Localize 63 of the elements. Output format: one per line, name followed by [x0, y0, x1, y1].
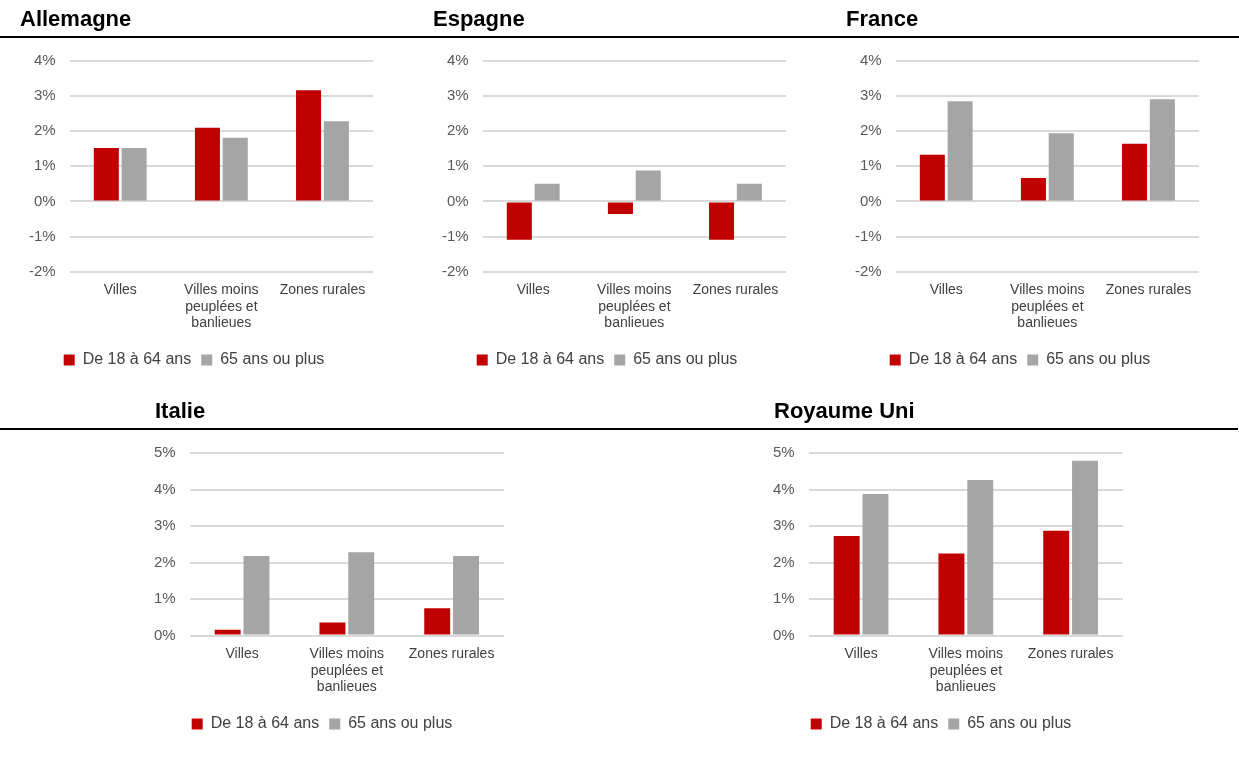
- y-tick-label: 3%: [446, 86, 469, 104]
- x-tick-label: Zones rurales: [408, 644, 495, 661]
- x-tick-label: Zones rurales: [692, 280, 779, 297]
- x-tick-label: Villes moins peuplées et banlieues: [184, 280, 259, 331]
- y-tick-label: 1%: [772, 589, 795, 607]
- y-tick-label: 1%: [153, 589, 176, 607]
- chart-title: Allemagne: [0, 0, 413, 38]
- y-tick-label: 1%: [446, 156, 469, 174]
- y-tick-label: 5%: [772, 443, 795, 461]
- y-tick-label: -1%: [441, 226, 469, 244]
- x-tick-label: Villes: [844, 644, 878, 661]
- y-tick-label: 2%: [33, 121, 56, 139]
- y-tick-label: -2%: [441, 261, 469, 279]
- y-tick-label: 3%: [33, 86, 56, 104]
- y-tick-label: 4%: [859, 51, 882, 69]
- chart-title: France: [826, 0, 1239, 38]
- x-tick-label: Villes: [929, 280, 963, 297]
- y-tick-label: 0%: [772, 625, 795, 643]
- legend-label: 65 ans ou plus: [220, 350, 325, 368]
- y-tick-label: 0%: [446, 191, 469, 209]
- x-tick-label: Zones rurales: [1105, 280, 1192, 297]
- y-tick-label: -2%: [854, 261, 882, 279]
- x-tick-label: Zones rurales: [1027, 644, 1114, 661]
- y-tick-label: -1%: [28, 226, 56, 244]
- x-tick-label: Villes: [516, 280, 550, 297]
- x-tick-label: Zones rurales: [279, 280, 366, 297]
- y-tick-label: 2%: [859, 121, 882, 139]
- x-tick-label: Villes: [103, 280, 137, 297]
- y-tick-label: 1%: [33, 156, 56, 174]
- legend-label: De 18 à 64 ans: [908, 350, 1018, 368]
- y-tick-label: 2%: [446, 121, 469, 139]
- y-tick-label: 5%: [153, 443, 176, 461]
- y-tick-label: 4%: [153, 479, 176, 497]
- chart-title: Royaume Uni: [619, 392, 1238, 430]
- y-tick-label: 1%: [859, 156, 882, 174]
- y-tick-label: 3%: [772, 516, 795, 534]
- y-tick-label: -1%: [854, 226, 882, 244]
- y-tick-label: 4%: [446, 51, 469, 69]
- legend-label: 65 ans ou plus: [348, 714, 453, 732]
- y-tick-label: 4%: [33, 51, 56, 69]
- y-tick-label: 0%: [33, 191, 56, 209]
- legend-label: De 18 à 64 ans: [210, 714, 320, 732]
- legend-label: De 18 à 64 ans: [82, 350, 192, 368]
- y-tick-label: 2%: [153, 552, 176, 570]
- legend-label: 65 ans ou plus: [1046, 350, 1151, 368]
- y-tick-label: 0%: [153, 625, 176, 643]
- y-tick-label: 2%: [772, 552, 795, 570]
- y-tick-label: 4%: [772, 479, 795, 497]
- legend-label: 65 ans ou plus: [633, 350, 738, 368]
- x-tick-label: Villes: [225, 644, 259, 661]
- x-tick-label: Villes moins peuplées et banlieues: [597, 280, 672, 331]
- legend-label: 65 ans ou plus: [967, 714, 1072, 732]
- y-tick-label: 3%: [859, 86, 882, 104]
- legend-label: De 18 à 64 ans: [495, 350, 605, 368]
- x-tick-label: Villes moins peuplées et banlieues: [309, 644, 385, 695]
- x-tick-label: Villes moins peuplées et banlieues: [1010, 280, 1085, 331]
- y-tick-label: 3%: [153, 516, 176, 534]
- x-tick-label: Villes moins peuplées et banlieues: [928, 644, 1004, 695]
- y-tick-label: -2%: [28, 261, 56, 279]
- legend-label: De 18 à 64 ans: [829, 714, 939, 732]
- chart-title: Espagne: [413, 0, 826, 38]
- chart-title: Italie: [0, 392, 619, 430]
- y-tick-label: 0%: [859, 191, 882, 209]
